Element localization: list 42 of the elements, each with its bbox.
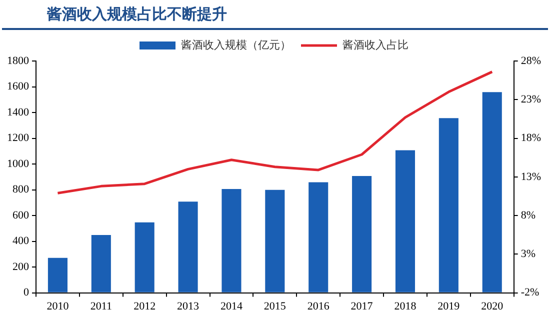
y-tick-label: 800 [12, 184, 30, 196]
y-tick-label: 1200 [7, 132, 30, 144]
chart-title: 酱酒收入规模占比不断提升 [2, 0, 548, 30]
bar [134, 222, 154, 292]
y-tick-label: 600 [12, 209, 30, 222]
bar [178, 202, 198, 292]
bar [308, 182, 328, 292]
legend-label: 酱酒收入占比 [342, 38, 408, 52]
y-tick-label: 0 [24, 286, 30, 299]
y-tick-label: 1000 [7, 158, 30, 170]
bar [482, 92, 502, 292]
x-tick-label: 2014 [220, 300, 243, 312]
y2-tick-label: 13% [520, 170, 542, 183]
x-tick-label: 2010 [46, 300, 70, 312]
y-tick-label: 1400 [7, 106, 30, 118]
bar [265, 190, 285, 292]
bar [222, 189, 242, 292]
x-tick-label: 2019 [438, 300, 460, 312]
x-tick-label: 2020 [481, 300, 504, 312]
y2-tick-label: -2% [520, 286, 540, 299]
bar [438, 118, 458, 292]
legend-label: 酱酒收入规模（亿元） [181, 38, 291, 52]
y-tick-label: 1600 [7, 80, 30, 93]
bar [91, 234, 111, 292]
y-tick-label: 200 [12, 260, 30, 273]
bar [395, 150, 416, 292]
x-tick-label: 2013 [177, 300, 200, 312]
y2-tick-label: 23% [520, 94, 542, 106]
y2-tick-label: 28% [520, 54, 542, 67]
x-tick-label: 2016 [307, 300, 330, 312]
bar [48, 258, 68, 292]
y2-tick-label: 8% [520, 209, 536, 222]
bar [352, 176, 372, 292]
x-tick-label: 2018 [394, 300, 417, 312]
x-tick-label: 2012 [134, 300, 156, 312]
y2-tick-label: 3% [520, 248, 536, 260]
x-tick-label: 2011 [90, 300, 112, 312]
x-tick-label: 2017 [350, 300, 374, 312]
y-tick-label: 400 [12, 235, 30, 248]
x-tick-label: 2015 [264, 300, 286, 312]
y-tick-label: 1800 [7, 54, 30, 67]
y2-tick-label: 18% [520, 132, 542, 144]
